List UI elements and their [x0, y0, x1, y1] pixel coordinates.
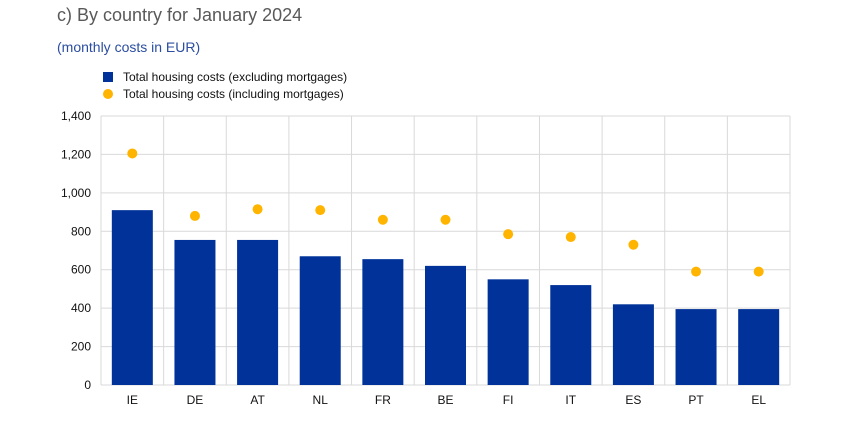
bar-excl-mortgage-BE	[425, 265, 466, 385]
legend-item-bars: Total housing costs (excluding mortgages…	[103, 68, 347, 85]
legend-swatch-dot	[103, 88, 113, 99]
y-tick-label: 800	[71, 224, 91, 238]
bar-excl-mortgage-DE	[174, 239, 216, 385]
dot-incl-mortgage-NL	[315, 205, 326, 216]
y-tick-label: 600	[71, 263, 91, 277]
bar-excl-mortgage-IT	[550, 285, 592, 385]
dot-incl-mortgage-BE	[440, 214, 451, 225]
legend-item-dots: Total housing costs (including mortgages…	[103, 85, 347, 102]
dot-incl-mortgage-DE	[189, 210, 200, 221]
dot-incl-mortgage-IT	[565, 232, 576, 243]
chart-title: c) By country for January 2024	[57, 5, 303, 25]
bar-excl-mortgage-IE	[111, 210, 153, 385]
legend: Total housing costs (excluding mortgages…	[103, 68, 347, 102]
bar-excl-mortgage-ES	[612, 304, 654, 385]
dot-incl-mortgage-IE	[127, 148, 138, 159]
dot-incl-mortgage-FR	[377, 214, 388, 225]
y-tick-label: 1,200	[61, 147, 91, 161]
bar-excl-mortgage-FR	[362, 259, 404, 385]
x-tick-label: DE	[187, 393, 204, 407]
bar-excl-mortgage-FI	[487, 279, 529, 385]
y-tick-label: 0	[84, 378, 91, 392]
x-tick-label: IT	[565, 393, 576, 407]
bar-excl-mortgage-AT	[237, 239, 279, 385]
bar-excl-mortgage-EL	[738, 309, 780, 385]
chart-subtitle: (monthly costs in EUR)	[57, 39, 201, 55]
x-tick-label: PT	[688, 393, 704, 407]
x-tick-label: AT	[250, 393, 265, 407]
dot-incl-mortgage-EL	[753, 266, 764, 277]
dot-incl-mortgage-AT	[252, 204, 263, 215]
dot-incl-mortgage-PT	[691, 266, 702, 277]
legend-label-dots: Total housing costs (including mortgages…	[123, 86, 344, 101]
x-tick-label: FI	[503, 393, 514, 407]
x-tick-label: BE	[437, 393, 453, 407]
legend-swatch-bar	[103, 71, 113, 82]
y-tick-label: 400	[71, 301, 91, 315]
y-tick-label: 200	[71, 340, 91, 354]
x-tick-label: FR	[375, 393, 391, 407]
y-tick-label: 1,000	[61, 186, 91, 200]
dot-incl-mortgage-ES	[628, 239, 639, 250]
y-tick-label: 1,400	[61, 109, 91, 123]
legend-label-bars: Total housing costs (excluding mortgages…	[123, 69, 348, 84]
x-tick-label: NL	[313, 393, 329, 407]
bar-excl-mortgage-NL	[299, 256, 341, 385]
x-tick-label: EL	[751, 393, 766, 407]
dot-incl-mortgage-FI	[503, 229, 514, 240]
x-tick-label: ES	[625, 393, 641, 407]
bar-excl-mortgage-PT	[675, 309, 717, 385]
x-tick-label: IE	[127, 393, 138, 407]
